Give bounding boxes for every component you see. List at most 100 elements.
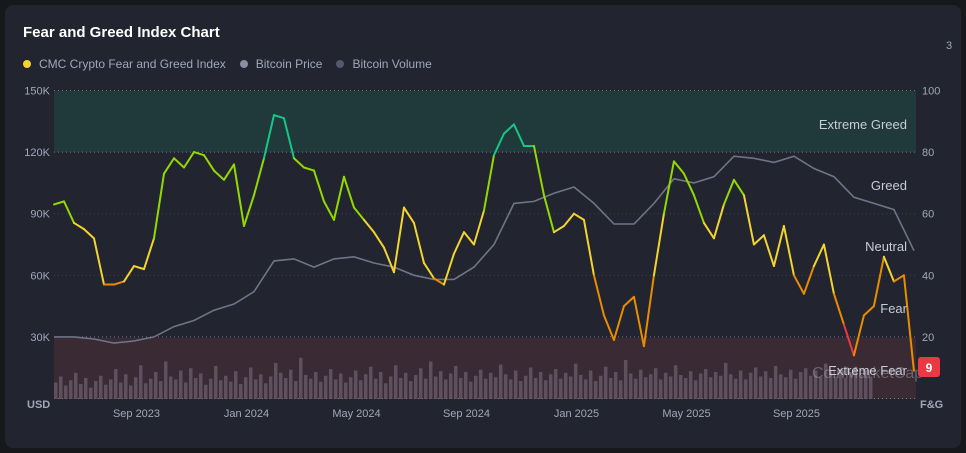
volume-bar [778, 374, 783, 399]
volume-bar [543, 380, 548, 399]
volume-bar [98, 375, 103, 399]
volume-bar [528, 367, 533, 399]
volume-bar [68, 380, 73, 399]
volume-bar [833, 376, 838, 399]
fear-greed-segment [442, 252, 455, 286]
volume-bar [273, 363, 278, 399]
volume-bar [428, 361, 433, 399]
volume-bar [178, 370, 183, 399]
volume-bar [268, 376, 273, 399]
fear-greed-segment [252, 157, 265, 197]
volume-bar [258, 374, 263, 399]
volume-bar [363, 374, 368, 399]
volume-bar [93, 381, 98, 399]
volume-bar [568, 376, 573, 399]
volume-bar [548, 374, 553, 399]
volume-bar [388, 376, 393, 399]
volume-bar [613, 372, 618, 399]
x-axis-tick: Jan 2025 [554, 408, 599, 420]
legend-item-fear-greed[interactable]: CMC Crypto Fear and Greed Index [23, 57, 226, 71]
fear-greed-segment [512, 123, 525, 147]
volume-bar [298, 357, 303, 399]
volume-bar [668, 376, 673, 399]
volume-bar [348, 377, 353, 399]
x-axis-tick: Sep 2025 [773, 408, 820, 420]
volume-bar [603, 366, 608, 399]
fear-greed-segment [232, 163, 245, 228]
fear-greed-segment [452, 231, 465, 255]
volume-bar [243, 377, 248, 399]
volume-bar [623, 360, 628, 399]
left-axis-tick: 90K [30, 209, 50, 221]
x-axis-tick: Sep 2024 [443, 408, 490, 420]
volume-bar [638, 369, 643, 399]
fear-greed-segment [382, 246, 395, 274]
volume-bar [698, 373, 703, 399]
fear-greed-segment [192, 151, 205, 157]
volume-bar [303, 375, 308, 399]
fear-greed-segment [282, 117, 295, 160]
volume-bar [703, 369, 708, 399]
right-axis-tick: 100 [922, 86, 940, 98]
volume-bar [653, 368, 658, 399]
fear-greed-segment [112, 280, 125, 286]
fear-greed-segment [53, 200, 65, 206]
volume-bar [663, 372, 668, 399]
current-value: 9 [926, 361, 933, 375]
volume-bar [193, 378, 198, 399]
volume-bar [498, 364, 503, 399]
volume-bar [793, 378, 798, 399]
legend-item-bitcoin-price[interactable]: Bitcoin Price [239, 57, 322, 71]
volume-bar [83, 378, 88, 399]
fear-greed-segment [902, 274, 915, 372]
fear-greed-segment [482, 154, 495, 212]
fear-greed-segment [332, 175, 345, 221]
fear-greed-segment [582, 218, 595, 277]
volume-bar [813, 370, 818, 399]
volume-bar [518, 381, 523, 399]
fear-greed-segment [212, 169, 225, 181]
volume-bar [183, 382, 188, 399]
fear-greed-segment [372, 231, 385, 249]
volume-bar [228, 381, 233, 399]
x-axis-tick: May 2025 [662, 408, 710, 420]
volume-bar [763, 371, 768, 399]
volume-bar [293, 381, 298, 399]
legend-dot-icon [23, 60, 31, 68]
fear-greed-segment [652, 212, 665, 277]
left-axis-label: USD [27, 399, 50, 411]
volume-bar [688, 371, 693, 399]
fear-greed-segment [342, 175, 355, 209]
volume-bar [593, 381, 598, 399]
legend-item-bitcoin-volume[interactable]: Bitcoin Volume [336, 57, 432, 71]
volume-bar [738, 370, 743, 399]
fear-greed-segment [642, 274, 655, 348]
volume-bar [848, 372, 853, 399]
volume-bar [403, 372, 408, 399]
current-value-badge: 9 [918, 357, 940, 377]
watermark: CoinMarketCap [812, 365, 923, 382]
fear-greed-segment [292, 157, 305, 169]
fear-greed-segment [172, 157, 185, 169]
volume-bar [128, 385, 133, 399]
volume-bar [743, 379, 748, 399]
volume-bar [753, 367, 758, 399]
volume-bar [573, 363, 578, 399]
volume-bar [188, 368, 193, 399]
zone-label: Extreme Greed [819, 117, 907, 132]
volume-bar [803, 368, 808, 399]
volume-bar [863, 369, 868, 399]
fear-greed-segment [562, 212, 575, 228]
volume-bar [123, 374, 128, 399]
volume-bar [333, 379, 338, 399]
volume-bar [468, 381, 473, 399]
volume-bar [378, 372, 383, 399]
volume-bar [103, 384, 108, 399]
fear-greed-segment [362, 218, 375, 234]
volume-bar [598, 375, 603, 399]
volume-bar [608, 378, 613, 399]
fear-greed-segment [672, 160, 685, 175]
volume-bar [493, 377, 498, 399]
volume-bar [413, 375, 418, 399]
